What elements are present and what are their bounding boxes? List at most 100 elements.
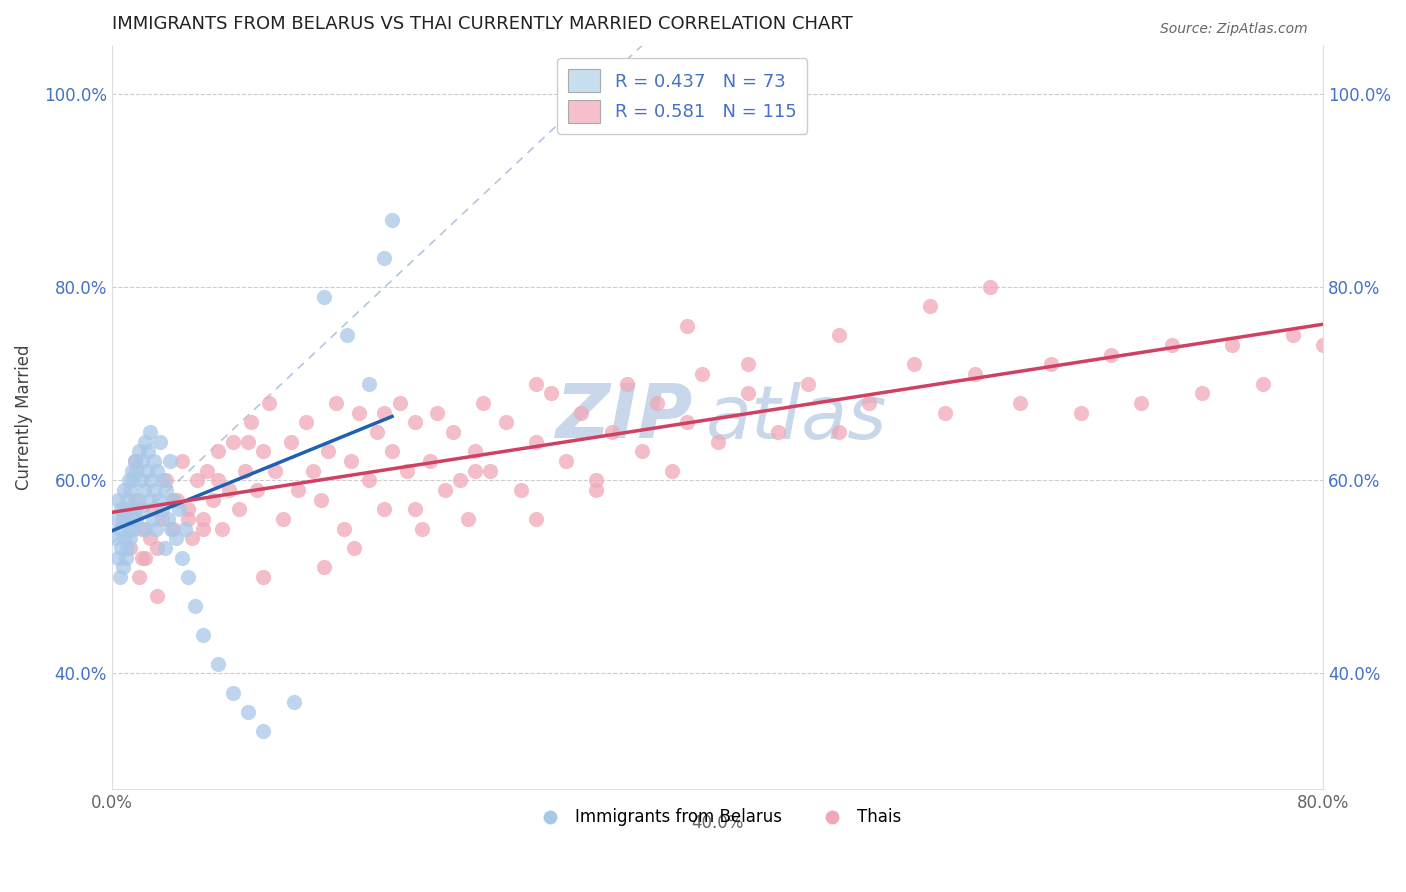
- Point: [737, 386, 759, 401]
- Point: [170, 550, 193, 565]
- Point: [125, 464, 148, 478]
- Point: [1130, 396, 1153, 410]
- Point: [252, 724, 274, 739]
- Point: [246, 483, 269, 497]
- Point: [661, 464, 683, 478]
- Point: [186, 473, 208, 487]
- Point: [134, 522, 156, 536]
- Point: [706, 434, 728, 449]
- Point: [139, 531, 162, 545]
- Point: [159, 454, 181, 468]
- Point: [120, 541, 142, 555]
- Point: [524, 512, 547, 526]
- Point: [388, 396, 411, 410]
- Point: [404, 502, 426, 516]
- Point: [122, 473, 145, 487]
- Point: [524, 376, 547, 391]
- Point: [676, 318, 699, 333]
- Point: [287, 483, 309, 497]
- Point: [117, 473, 139, 487]
- Point: [252, 570, 274, 584]
- Point: [108, 522, 131, 536]
- Point: [1039, 358, 1062, 372]
- Point: [104, 531, 127, 545]
- Point: [173, 522, 195, 536]
- Point: [457, 512, 479, 526]
- Point: [166, 492, 188, 507]
- Point: [165, 531, 187, 545]
- Point: [125, 512, 148, 526]
- Point: [426, 406, 449, 420]
- Point: [1312, 338, 1334, 352]
- Point: [176, 502, 198, 516]
- Point: [143, 454, 166, 468]
- Point: [211, 522, 233, 536]
- Point: [143, 502, 166, 516]
- Point: [1010, 396, 1032, 410]
- Point: [495, 416, 517, 430]
- Point: [155, 473, 177, 487]
- Point: [411, 522, 433, 536]
- Point: [139, 425, 162, 439]
- Point: [294, 416, 316, 430]
- Point: [332, 522, 354, 536]
- Point: [585, 473, 607, 487]
- Point: [336, 328, 359, 343]
- Point: [153, 541, 176, 555]
- Point: [181, 531, 204, 545]
- Point: [373, 406, 395, 420]
- Point: [396, 464, 419, 478]
- Point: [141, 473, 163, 487]
- Point: [259, 396, 281, 410]
- Point: [112, 531, 135, 545]
- Point: [524, 434, 547, 449]
- Point: [132, 483, 155, 497]
- Point: [139, 492, 162, 507]
- Point: [404, 416, 426, 430]
- Point: [146, 589, 169, 603]
- Point: [381, 444, 404, 458]
- Point: [121, 512, 143, 526]
- Point: [381, 212, 404, 227]
- Point: [509, 483, 531, 497]
- Point: [264, 464, 287, 478]
- Point: [1099, 348, 1122, 362]
- Point: [128, 570, 150, 584]
- Point: [129, 473, 152, 487]
- Point: [115, 492, 138, 507]
- Point: [737, 358, 759, 372]
- Point: [115, 541, 138, 555]
- Point: [131, 454, 153, 468]
- Point: [373, 502, 395, 516]
- Point: [167, 502, 190, 516]
- Point: [347, 406, 370, 420]
- Point: [280, 434, 302, 449]
- Point: [692, 367, 714, 381]
- Point: [124, 454, 146, 468]
- Point: [240, 416, 263, 430]
- Point: [111, 560, 134, 574]
- Point: [302, 464, 325, 478]
- Point: [207, 473, 229, 487]
- Point: [797, 376, 820, 391]
- Point: [202, 492, 225, 507]
- Point: [228, 502, 250, 516]
- Point: [569, 406, 592, 420]
- Point: [107, 492, 129, 507]
- Point: [128, 444, 150, 458]
- Point: [218, 483, 240, 497]
- Point: [645, 396, 668, 410]
- Point: [124, 502, 146, 516]
- Point: [191, 628, 214, 642]
- Point: [149, 434, 172, 449]
- Point: [616, 376, 638, 391]
- Point: [555, 454, 578, 468]
- Point: [136, 444, 159, 458]
- Point: [252, 444, 274, 458]
- Point: [134, 550, 156, 565]
- Point: [1251, 376, 1274, 391]
- Point: [146, 464, 169, 478]
- Point: [464, 464, 486, 478]
- Point: [373, 251, 395, 265]
- Point: [108, 570, 131, 584]
